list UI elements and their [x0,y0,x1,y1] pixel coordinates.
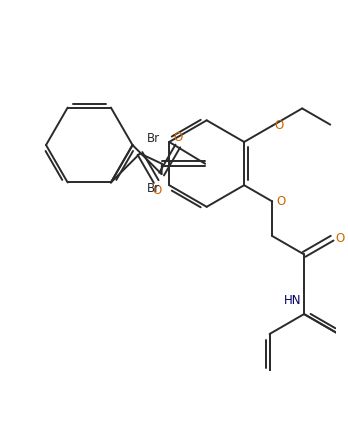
Text: O: O [152,184,161,197]
Text: HN: HN [284,294,302,307]
Text: O: O [276,195,285,208]
Text: O: O [275,119,284,132]
Text: O: O [174,130,183,144]
Text: O: O [336,232,345,245]
Text: Br: Br [147,132,160,145]
Text: Br: Br [147,182,160,195]
